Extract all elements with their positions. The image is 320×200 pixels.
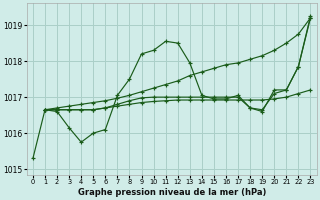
X-axis label: Graphe pression niveau de la mer (hPa): Graphe pression niveau de la mer (hPa) [77, 188, 266, 197]
